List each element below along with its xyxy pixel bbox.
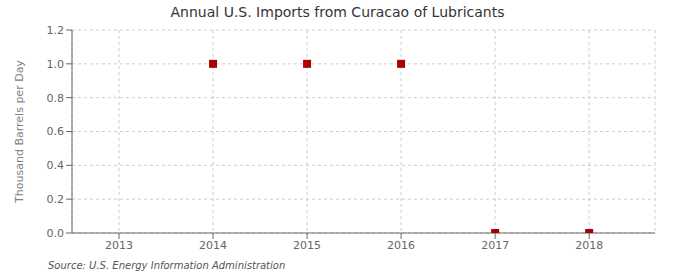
svg-text:2017: 2017 [481,239,509,252]
svg-text:0.6: 0.6 [47,125,65,138]
svg-text:1.0: 1.0 [47,58,65,71]
svg-text:2016: 2016 [387,239,415,252]
svg-text:2018: 2018 [575,239,603,252]
svg-text:2013: 2013 [105,239,133,252]
svg-text:0.0: 0.0 [47,227,65,240]
html-text:Source: U.S. Energy Informatio: Source: U.S. Energy Information Administ… [48,260,286,271]
svg-text:1.2: 1.2 [47,24,65,37]
svg-text:0.2: 0.2 [47,193,65,206]
svg-text:Thousand Barrels per Day: Thousand Barrels per Day [13,60,26,204]
svg-text:0.4: 0.4 [47,159,65,172]
html-text:Annual U.S. Imports from Curac: Annual U.S. Imports from Curacao of Lubr… [170,4,505,20]
svg-text:2015: 2015 [293,239,321,252]
svg-text:0.8: 0.8 [47,92,65,105]
svg-text:2014: 2014 [199,239,227,252]
